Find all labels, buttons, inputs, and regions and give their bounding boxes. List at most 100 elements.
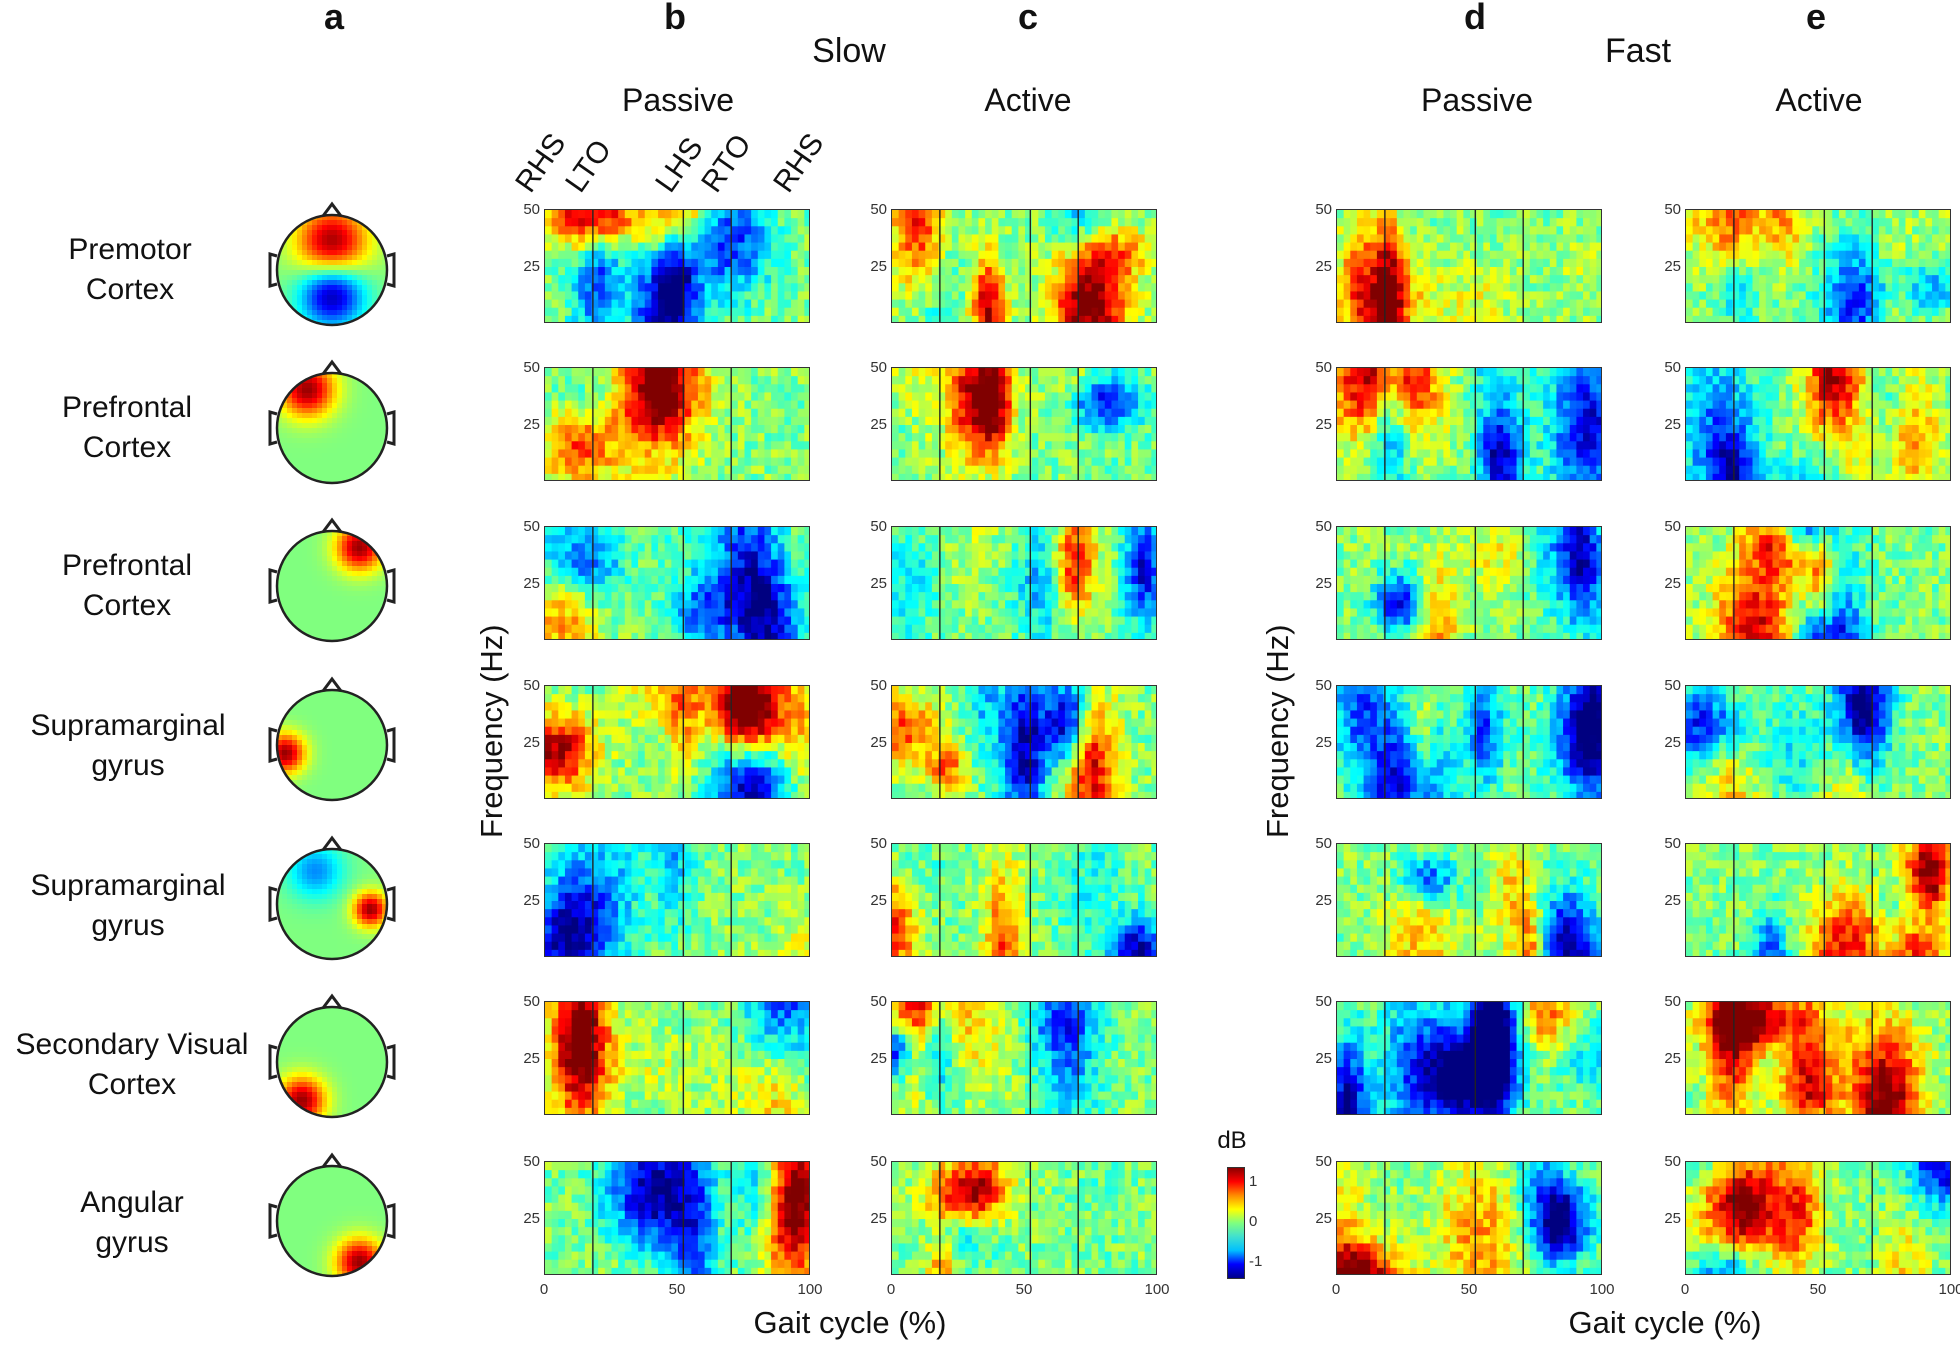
heatmap-cell [804, 449, 809, 459]
heatmap-cell [1091, 441, 1099, 451]
heatmap-cell [664, 465, 672, 475]
heatmap-cell [1051, 258, 1059, 268]
heatmap-cell [731, 376, 739, 385]
heatmap-cell [1423, 408, 1431, 418]
heatmap-cell [1051, 465, 1059, 475]
heatmap-cell [1819, 267, 1827, 276]
heatmap-cell [1832, 368, 1840, 377]
heatmap-cell [724, 384, 732, 394]
heatmap-cell [744, 392, 752, 402]
heatmap-cell [777, 449, 785, 459]
heatmap-cell [918, 258, 926, 268]
heatmap-cell [1483, 210, 1491, 219]
heatmap-cell [1912, 307, 1920, 317]
heatmap-cell [671, 575, 679, 585]
heatmap-cell [1124, 218, 1132, 227]
heatmap-cell [737, 258, 746, 268]
heatmap-cell [898, 425, 906, 434]
heatmap-cell [1543, 283, 1551, 293]
heatmap-cell [1589, 258, 1597, 268]
heatmap-cell [1011, 242, 1019, 252]
heatmap-cell [704, 592, 712, 601]
heatmap-cell [717, 283, 726, 293]
heatmap-cell [1779, 242, 1787, 252]
heatmap-cell [1885, 275, 1893, 284]
heatmap-cell [1712, 234, 1720, 244]
heatmap-cell [784, 408, 792, 418]
heatmap-cell [598, 226, 606, 236]
heatmap-cell [1765, 368, 1774, 377]
heatmap-cell [704, 425, 712, 434]
heatmap-cell [1396, 250, 1405, 260]
heatmap-cell [1410, 376, 1418, 385]
heatmap-cell [1712, 368, 1720, 377]
heatmap-cell [1596, 234, 1601, 244]
heatmap-cell [737, 408, 746, 418]
heatmap-cell [638, 258, 646, 268]
heatmap-cell [905, 408, 913, 418]
heatmap-cell [951, 258, 960, 268]
heatmap-cell [571, 392, 579, 402]
heatmap-cell [1118, 210, 1126, 219]
heatmap-cell [1350, 210, 1358, 219]
heatmap-cell [1819, 234, 1827, 244]
heatmap-cell [1410, 291, 1418, 301]
heatmap-cell [1489, 307, 1498, 317]
heatmap-cell [1845, 400, 1853, 410]
heatmap-cell [1410, 210, 1418, 219]
heatmap-cell [545, 624, 553, 634]
heatmap-cell [1496, 258, 1504, 268]
heatmap-cell [1779, 234, 1787, 244]
heatmap-cell [1450, 291, 1458, 301]
heatmap-cell [1509, 210, 1518, 219]
heatmap-cell [1025, 433, 1033, 442]
heatmap-cell [571, 384, 579, 394]
heatmap-cell [892, 275, 900, 284]
heatmap-cell [591, 567, 599, 577]
heatmap-cell [1905, 400, 1913, 410]
heatmap-cell [938, 433, 946, 442]
heatmap-cell [1483, 226, 1491, 236]
heatmap-cell [1343, 392, 1351, 402]
heatmap-cell [1878, 242, 1887, 252]
heatmap-cell [998, 226, 1006, 236]
heatmap-cell [711, 551, 719, 561]
heatmap-cell [1436, 376, 1444, 385]
ersp-heatmap-panel [544, 367, 810, 481]
heatmap-cell [545, 408, 553, 418]
heatmap-cell [584, 234, 593, 244]
heatmap-cell [717, 433, 726, 442]
heatmap-cell [1005, 283, 1013, 293]
heatmap-cell [1098, 400, 1106, 410]
heatmap-cell [1058, 291, 1066, 301]
heatmap-cell [791, 376, 799, 385]
heatmap-cell [1376, 400, 1385, 410]
heatmap-cell [1051, 441, 1059, 451]
heatmap-cell [697, 275, 706, 284]
heatmap-cell [1523, 258, 1531, 268]
heatmap-cell [1337, 234, 1345, 244]
heatmap-cell [1483, 267, 1491, 276]
heatmap-cell [1376, 234, 1385, 244]
heatmap-cell [1376, 384, 1385, 394]
heatmap-cell [1543, 376, 1551, 385]
heatmap-cell [737, 632, 746, 639]
heatmap-cell [1752, 400, 1760, 410]
heatmap-cell [731, 400, 739, 410]
heatmap-cell [1071, 392, 1079, 402]
heatmap-cell [1091, 408, 1099, 418]
heatmap-cell [671, 400, 679, 410]
heatmap-cell [797, 307, 805, 317]
heatmap-cell [731, 465, 739, 475]
heatmap-cell [638, 535, 646, 544]
heatmap-cell [1018, 315, 1026, 322]
heatmap-cell [1383, 433, 1391, 442]
heatmap-cell [598, 584, 606, 593]
heatmap-cell [1151, 218, 1156, 227]
heatmap-cell [1496, 465, 1504, 475]
heatmap-cell [697, 267, 706, 276]
heatmap-cell [1556, 226, 1564, 236]
heatmap-cell [618, 433, 626, 442]
heatmap-cell [1436, 400, 1444, 410]
heatmap-cell [684, 258, 692, 268]
